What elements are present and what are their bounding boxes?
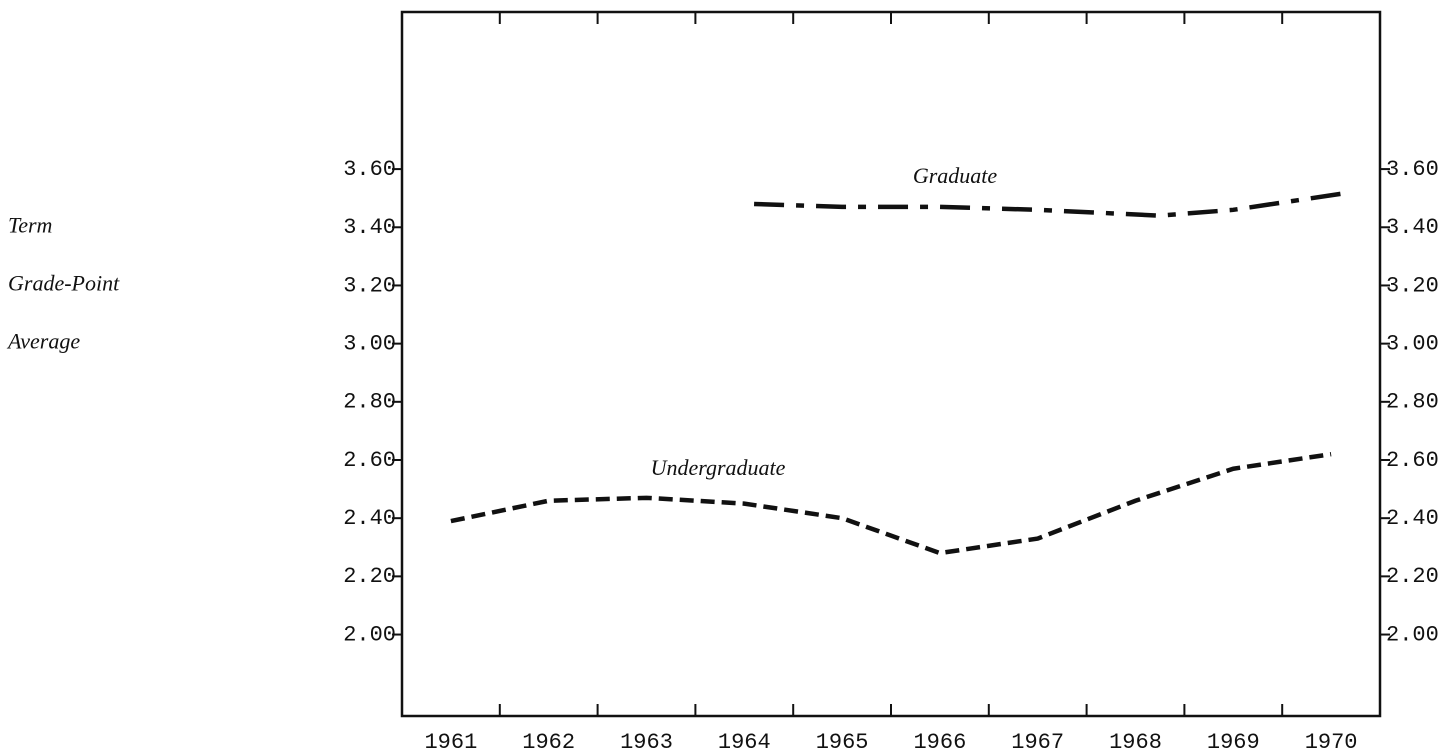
y2-tick-label: 3.20	[1386, 273, 1439, 298]
y2-tick-label: 2.60	[1386, 448, 1439, 473]
y2-tick-label: 3.40	[1386, 215, 1439, 240]
y-tick-label: 3.60	[343, 157, 396, 182]
x-tick-label: 1965	[816, 730, 869, 755]
y-tick-label: 2.40	[343, 506, 396, 531]
y2-tick-label: 2.20	[1386, 564, 1439, 589]
series-line	[754, 190, 1351, 218]
y-tick-label: 2.80	[343, 390, 396, 415]
y-tick-label: 3.00	[343, 331, 396, 356]
series-label: Undergraduate	[651, 455, 786, 480]
y2-tick-label: 2.80	[1386, 390, 1439, 415]
x-tick-label: 1961	[424, 730, 477, 755]
x-tick-label: 1969	[1207, 730, 1260, 755]
y-tick-label: 3.20	[343, 273, 396, 298]
y-tick-label: 3.40	[343, 215, 396, 240]
y2-tick-label: 3.00	[1386, 331, 1439, 356]
x-tick-label: 1970	[1305, 730, 1358, 755]
plot-frame	[400, 10, 1382, 718]
x-tick-label: 1968	[1109, 730, 1162, 755]
y-tick-label: 2.60	[343, 448, 396, 473]
y-tick-label: 2.00	[343, 622, 396, 647]
y-tick-label: 2.20	[343, 564, 396, 589]
y-label-line: Term	[8, 212, 52, 237]
x-tick-label: 1964	[718, 730, 771, 755]
x-tick-label: 1962	[522, 730, 575, 755]
x-tick-label: 1967	[1011, 730, 1064, 755]
y-label-line: Average	[6, 329, 80, 354]
y2-tick-label: 2.40	[1386, 506, 1439, 531]
x-tick-label: 1966	[913, 730, 966, 755]
y2-tick-label: 2.00	[1386, 622, 1439, 647]
series-line	[450, 451, 1332, 556]
series-label: Graduate	[913, 163, 998, 188]
y-label-line: Grade-Point	[8, 271, 120, 296]
y2-tick-label: 3.60	[1386, 157, 1439, 182]
x-tick-label: 1963	[620, 730, 673, 755]
